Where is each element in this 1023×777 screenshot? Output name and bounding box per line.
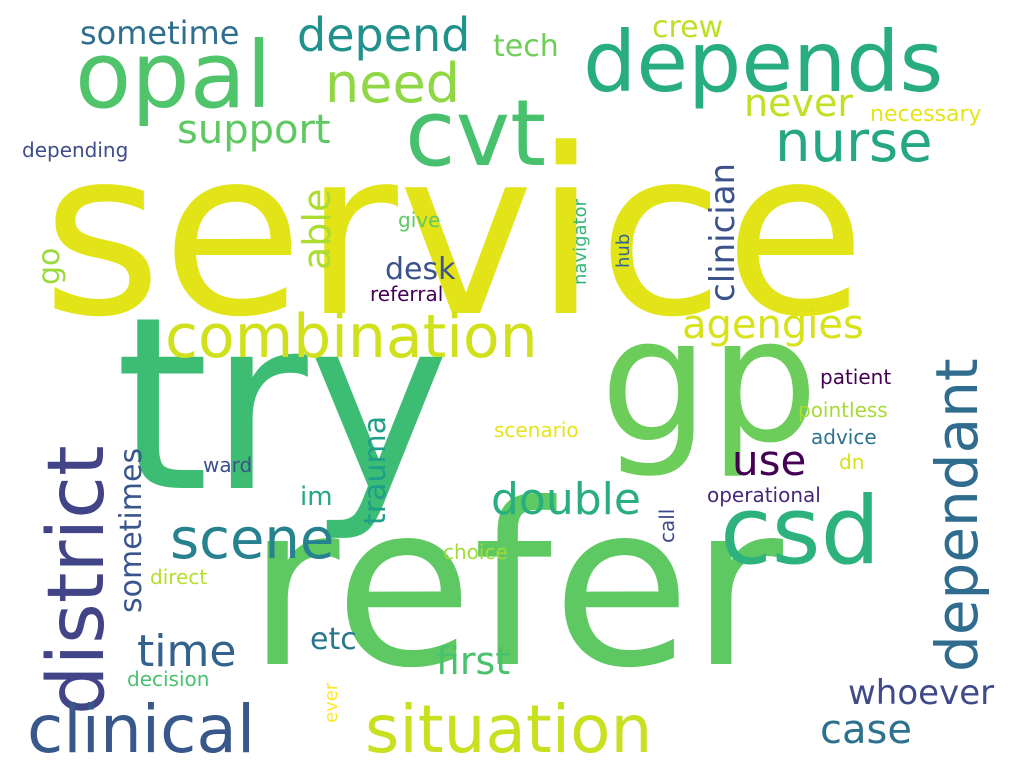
word: clinical [27,691,256,768]
word: depending [22,138,129,162]
word: nurse [775,110,933,175]
word: pointless [798,398,888,422]
word: whoever [848,673,995,713]
word: able [295,188,339,270]
word: trauma [358,415,393,525]
word: give [398,208,441,232]
word: navigator [570,198,591,285]
word: first [436,639,511,683]
word: service [42,101,866,368]
word: dependant [923,358,991,672]
word: depends [583,13,944,111]
word: ever [321,682,342,723]
word: choice [443,540,508,564]
word: refer [247,456,784,718]
word: combination [165,302,538,372]
word: referral [370,282,444,306]
word: direct [150,565,208,589]
word: double [491,474,641,525]
word: im [300,482,333,512]
word: situation [365,691,653,768]
word: cvt [405,80,547,187]
word: never [744,81,853,125]
word: district [32,445,122,715]
word: depend [297,8,471,62]
word: time [137,626,237,677]
word: call [655,508,679,543]
word: agengies [682,302,864,348]
word: hub [613,233,634,268]
word: go [32,247,67,285]
word: sometimes [114,447,149,613]
word: dn [839,450,865,474]
word: use [732,436,807,485]
word: operational [707,483,821,507]
word: gp [600,280,819,481]
word: scenario [494,418,579,442]
word: opal [75,22,272,129]
word: try [115,265,450,545]
word: decision [127,667,210,691]
word: sometime [80,14,240,52]
word: need [325,52,460,115]
word: ward [203,453,253,477]
word: csd [720,477,881,586]
word: advice [811,425,877,449]
word: support [177,107,331,153]
word: crew [652,10,724,45]
word: tech [493,29,559,64]
word: necessary [870,102,982,127]
word: desk [385,252,456,287]
word: case [820,707,912,753]
word: scene [170,507,335,572]
word: etc [310,622,357,657]
word: patient [820,365,892,389]
word: clinician [703,162,743,302]
